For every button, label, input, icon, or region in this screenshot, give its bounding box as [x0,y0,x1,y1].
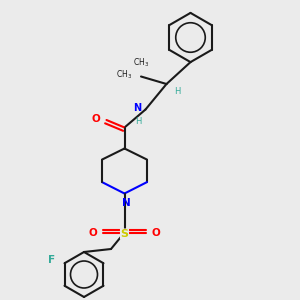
Text: H: H [135,117,141,126]
Text: O: O [89,227,98,238]
Text: N: N [133,103,141,113]
Text: N: N [122,198,130,208]
Text: H: H [174,87,180,96]
Text: O: O [92,113,100,124]
Text: CH$_3$: CH$_3$ [116,69,132,81]
Text: O: O [152,227,160,238]
Text: F: F [48,255,56,265]
Text: S: S [121,229,128,239]
Text: CH$_3$: CH$_3$ [133,56,149,69]
